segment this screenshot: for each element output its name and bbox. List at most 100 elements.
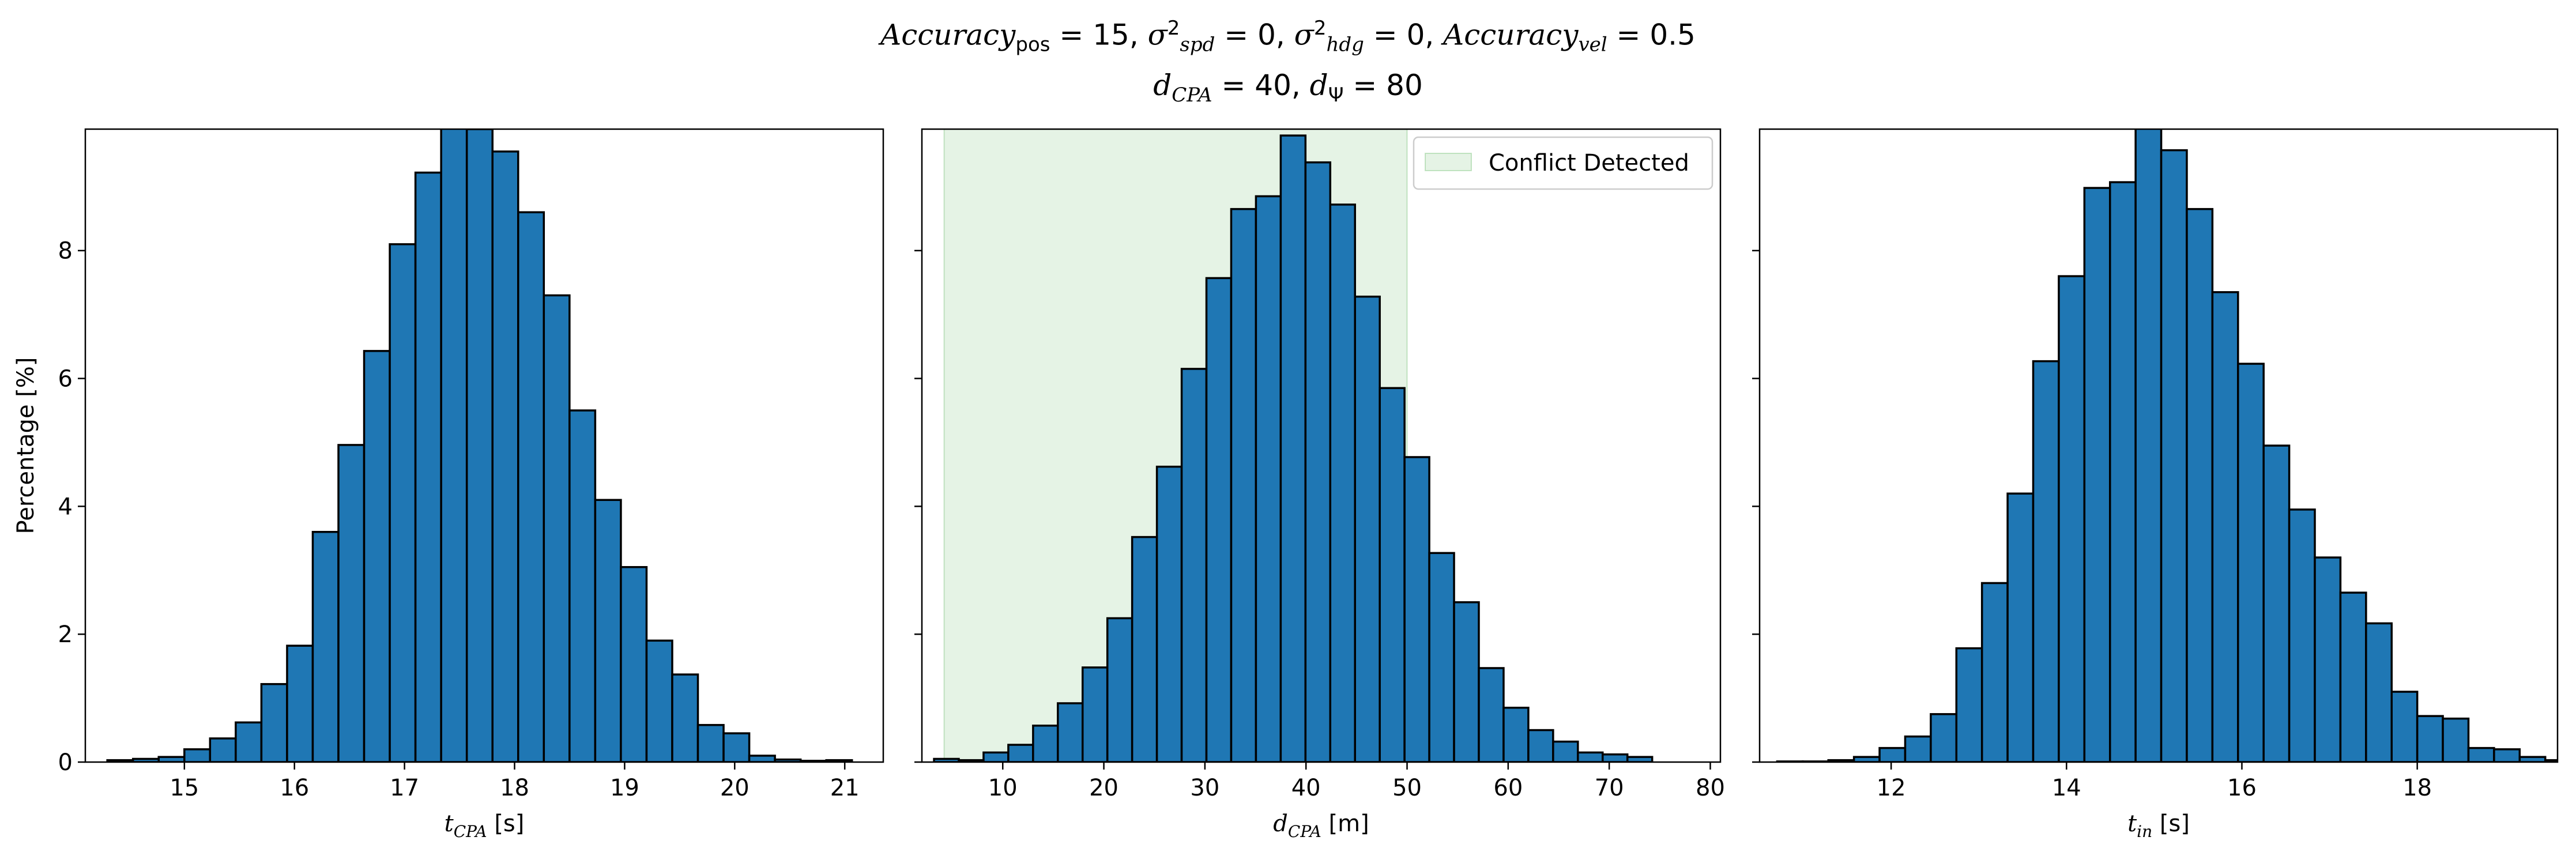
histogram-bar [2314,556,2342,762]
x-axis-label: tCPA [s] [445,810,525,841]
histogram-bar [337,444,366,762]
histogram-bar [1428,552,1455,762]
histogram-bar [1304,161,1332,762]
bars-right [1776,129,2558,762]
x-tick-label: 20 [720,775,750,801]
histogram-bar [543,294,571,762]
histogram-bar [568,409,597,762]
suptitle-line-2: dCPA = 40, dΨ = 80 [1153,68,1423,107]
histogram-bar [2493,748,2521,762]
histogram-bar [2237,363,2265,762]
histogram-bar [982,751,1010,762]
histogram-bar [183,748,212,762]
histogram-bar [1007,744,1034,762]
histogram-bar [1180,368,1208,762]
x-tick-label: 15 [170,775,199,801]
histogram-bar [825,759,853,762]
x-tick-label: 16 [2227,775,2257,801]
y-axis-label: Percentage [%] [13,357,39,534]
panel-right: 12 14 16 18 tin [s] [1752,128,2559,841]
histogram-bar [1527,729,1554,762]
histogram-bar [1955,647,1983,762]
histogram-bar [1082,666,1109,762]
x-tick-label: 10 [988,775,1018,801]
x-tick-label: 17 [390,775,419,801]
histogram-bar [2288,508,2316,762]
histogram-bar [1577,751,1604,762]
histogram-bar [465,129,494,762]
legend-swatch [1425,153,1472,171]
histogram-bar [1478,667,1505,762]
histogram-bar [1453,601,1480,762]
histogram-bar [2416,715,2444,762]
x-tick-label: 21 [830,775,860,801]
figure-suptitle: Accuracypos = 15, σ2spd = 0, σ2hdg = 0, … [0,8,2576,115]
legend-box [1413,136,1713,190]
histogram-bar [440,129,468,762]
histogram-bar [722,732,751,762]
histogram-bar [1379,387,1406,762]
histogram-bar [645,639,673,762]
y-tick-label: 2 [58,621,73,648]
histogram-bar [594,499,622,762]
histogram-bar [517,211,545,762]
histogram-bar [235,721,263,762]
histogram-bar [2442,717,2470,762]
histogram-bar [157,756,186,762]
histogram-bar [2058,275,2086,762]
panel-middle: 10 20 30 40 50 60 70 80 dCPA [m] Conflict Detecte… [914,128,1725,841]
y-tick-label: 4 [58,493,73,520]
histogram-bar [1502,706,1530,762]
histogram-bar [1626,756,1654,762]
histogram-bar [2544,759,2558,762]
histogram-bar [2134,129,2163,762]
histogram-bar [2467,747,2495,762]
histogram-bar [620,566,648,762]
x-tick-label: 50 [1392,775,1422,801]
histogram-bar [311,530,340,762]
histogram-bar [1279,134,1307,762]
x-tick-label: 18 [500,775,529,801]
histogram-bar [1230,208,1257,762]
histogram-bar [414,171,442,762]
histogram-bar [2108,181,2137,762]
histogram-bar [1403,456,1430,762]
histogram-bar [671,673,699,762]
axes-frame [1758,128,2559,763]
x-tick-label: 18 [2402,775,2432,801]
histogram-bar [1852,756,1881,762]
histogram-bar [389,243,417,762]
histogram-bar [2032,360,2060,762]
histogram-bar [2083,187,2111,762]
x-tick-label: 70 [1595,775,1624,801]
histogram-bar [2339,591,2367,762]
bars-middle [933,134,1654,762]
histogram-bar [748,755,776,762]
x-tick-label: 19 [610,775,639,801]
bars-left [106,129,853,762]
histogram-bar [1106,617,1133,762]
histogram-bar [2186,208,2214,762]
histogram-bar [1205,277,1233,762]
y-tick-label: 6 [58,366,73,393]
histogram-bar [2211,291,2239,762]
x-tick-label: 16 [280,775,309,801]
histogram-bar [2262,444,2291,762]
histogram-bar [2160,149,2188,762]
x-axis-label: tin [s] [2127,810,2190,841]
x-tick-label: 60 [1493,775,1523,801]
histogram-bar [1602,753,1629,762]
histogram-bar [1329,203,1356,762]
x-tick-label: 20 [1089,775,1118,801]
histogram-bar [209,737,237,762]
y-tick-label: 8 [58,238,73,265]
axes-frame [84,128,884,763]
x-tick-label: 40 [1291,775,1321,801]
axes-frame [921,128,1722,763]
x-tick-label: 12 [1877,775,1906,801]
histogram-bar [2390,691,2419,762]
histogram-bar [260,683,288,762]
histogram-bar [1904,735,1932,762]
histogram-bar [363,350,391,762]
